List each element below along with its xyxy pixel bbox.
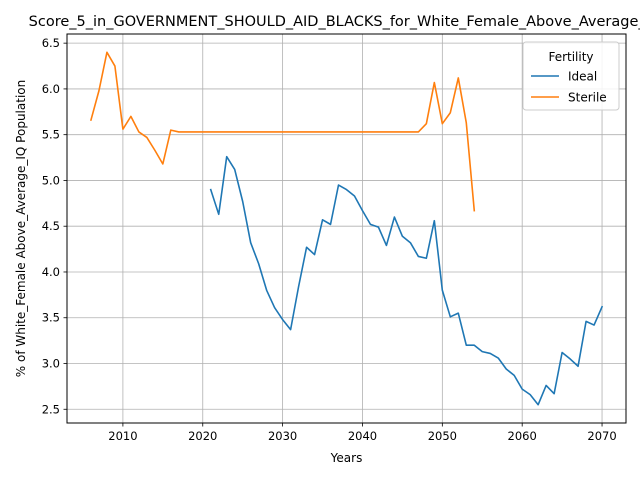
y-tick-label: 2.5 xyxy=(42,402,60,416)
x-tick-label: 2070 xyxy=(587,429,616,443)
x-tick-label: 2010 xyxy=(108,429,137,443)
chart-title: Score_5_in_GOVERNMENT_SHOULD_AID_BLACKS_… xyxy=(29,14,640,30)
legend-title: Fertility xyxy=(548,50,593,64)
y-tick-label: 6.0 xyxy=(42,82,60,96)
tick-layer: 2010 2020 2030 2040 2050 2060 2070 2.5 3.0 3.5 4.0… xyxy=(42,36,617,443)
y-tick-label: 5.0 xyxy=(42,173,60,187)
legend: Fertility Ideal Sterile xyxy=(522,41,620,111)
y-tick-label: 4.0 xyxy=(42,265,60,279)
series-line-ideal xyxy=(209,155,604,406)
legend-box xyxy=(522,41,620,111)
y-tick-label: 6.5 xyxy=(42,36,60,50)
legend-label-ideal: Ideal xyxy=(568,70,597,84)
x-tick-label: 2060 xyxy=(508,429,537,443)
x-axis-label: Years xyxy=(330,451,363,465)
y-tick-label: 5.5 xyxy=(42,128,60,142)
series-line-sterile xyxy=(89,51,476,212)
series-layer xyxy=(89,51,604,406)
x-tick-label: 2020 xyxy=(188,429,217,443)
x-tick-label: 2050 xyxy=(428,429,457,443)
y-tick-label: 3.5 xyxy=(42,311,60,325)
plot-frame xyxy=(66,33,627,424)
y-tick-label: 3.0 xyxy=(42,357,60,371)
grid-layer xyxy=(67,34,626,423)
x-tick-label: 2030 xyxy=(268,429,297,443)
legend-label-sterile: Sterile xyxy=(568,91,607,105)
y-axis-label: % of White_Female Above_Average_IQ Popul… xyxy=(14,80,28,377)
x-tick-label: 2040 xyxy=(348,429,377,443)
y-tick-label: 4.5 xyxy=(42,219,60,233)
